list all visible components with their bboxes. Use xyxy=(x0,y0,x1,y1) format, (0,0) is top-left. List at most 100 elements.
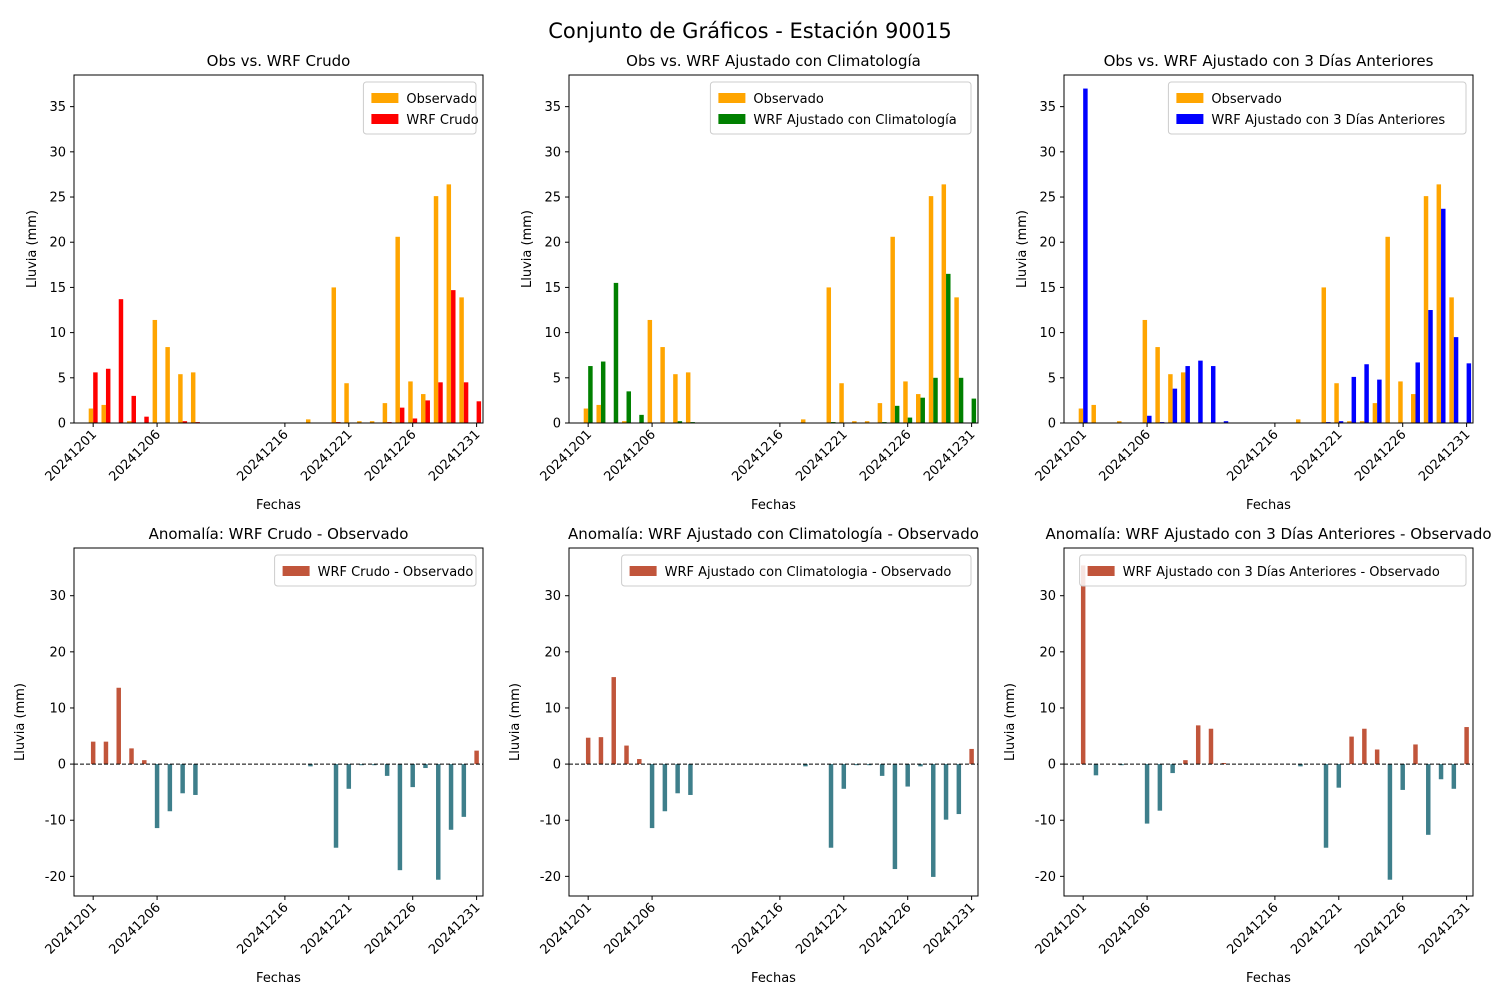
bar-observado xyxy=(88,408,94,423)
y-tick-label: -10 xyxy=(540,814,561,829)
bar-anomaly xyxy=(474,750,479,765)
bar-wrf xyxy=(639,414,644,423)
y-tick-label: 10 xyxy=(49,326,66,341)
bar-anomaly xyxy=(167,764,173,812)
bar-anomaly xyxy=(346,764,352,789)
bar-observado xyxy=(1295,419,1301,423)
x-tick-label: 20241221 xyxy=(1288,427,1345,484)
y-tick-label: 10 xyxy=(49,701,66,716)
axes-frame xyxy=(568,74,979,424)
bar-wrf xyxy=(946,273,951,423)
bar-wrf xyxy=(438,382,443,423)
y-tick-label: 10 xyxy=(1039,701,1056,716)
y-tick-label: 30 xyxy=(544,145,561,160)
chart-panel-5: Anomalía: WRF Ajustado con Climatología … xyxy=(508,525,979,986)
x-tick-label: 20241216 xyxy=(1224,900,1281,957)
bar-anomaly xyxy=(828,764,834,848)
axes-frame xyxy=(73,547,484,897)
chart-title: Obs vs. WRF Ajustado con 3 Días Anterior… xyxy=(1104,52,1434,70)
bar-anomaly xyxy=(1451,764,1457,789)
bar-anomaly xyxy=(1400,764,1405,790)
bar-anomaly xyxy=(649,764,655,829)
bar-observado xyxy=(1385,236,1390,423)
bar-observado xyxy=(1168,374,1173,423)
bar-anomaly xyxy=(867,764,872,766)
bar-wrf xyxy=(412,418,418,423)
y-tick-label: 20 xyxy=(49,645,66,660)
bar-wrf xyxy=(920,397,925,423)
x-tick-label: 20241231 xyxy=(426,427,483,484)
bar-observado xyxy=(1411,394,1416,423)
x-axis-label: Fechas xyxy=(751,971,796,986)
y-tick-label: 35 xyxy=(544,100,561,115)
bar-observado xyxy=(622,421,627,423)
bar-observado xyxy=(1423,196,1429,423)
y-tick-label: 20 xyxy=(1039,236,1056,251)
y-tick-label: 0 xyxy=(1048,758,1056,773)
bar-wrf xyxy=(1415,362,1420,423)
y-tick-label: -20 xyxy=(45,870,66,885)
bar-anomaly xyxy=(1080,565,1086,765)
legend-label: WRF Ajustado con 3 Días Anteriores - Obs… xyxy=(1123,565,1440,580)
bar-observado xyxy=(852,421,857,423)
bar-anomaly xyxy=(892,764,898,870)
bar-anomaly xyxy=(333,764,339,848)
legend-label: Observado xyxy=(1211,92,1282,107)
bar-anomaly xyxy=(841,764,847,789)
bar-observado xyxy=(647,319,653,423)
x-tick-label: 20241216 xyxy=(234,427,291,484)
bar-anomaly xyxy=(905,764,910,787)
bar-observado xyxy=(1078,408,1084,423)
x-tick-label: 20241226 xyxy=(1352,427,1409,484)
bar-anomaly xyxy=(129,748,134,765)
bar-observado xyxy=(1372,403,1378,423)
axes-frame xyxy=(1063,547,1474,897)
y-tick-label: -10 xyxy=(45,814,66,829)
bar-anomaly xyxy=(1464,727,1469,765)
x-axis-label: Fechas xyxy=(751,498,796,513)
bar-observado xyxy=(954,297,959,423)
bar-observado xyxy=(395,236,400,423)
bar-observado xyxy=(877,403,883,423)
bar-anomaly xyxy=(154,764,160,829)
bar-observado xyxy=(127,421,132,423)
y-tick-label: 30 xyxy=(1039,589,1056,604)
bar-anomaly xyxy=(918,764,923,767)
bar-observado xyxy=(1398,381,1403,423)
bar-anomaly xyxy=(1144,764,1150,824)
y-tick-label: 0 xyxy=(553,758,561,773)
bar-wrf xyxy=(894,405,900,423)
y-tick-label: -10 xyxy=(1035,814,1056,829)
bar-wrf xyxy=(677,421,683,423)
bar-anomaly xyxy=(142,760,147,765)
y-axis-label: Lluvia (mm) xyxy=(13,683,28,761)
bar-wrf xyxy=(1172,388,1178,423)
bar-anomaly xyxy=(662,764,668,812)
legend-swatch xyxy=(282,566,310,576)
bar-anomaly xyxy=(397,764,403,871)
bar-observado xyxy=(928,196,934,423)
x-tick-label: 20241206 xyxy=(602,427,659,484)
x-tick-label: 20241221 xyxy=(793,900,850,957)
figure-title: Conjunto de Gráficos - Estación 90015 xyxy=(548,19,952,43)
y-tick-label: 20 xyxy=(49,236,66,251)
legend-label: WRF Ajustado con 3 Días Anteriores xyxy=(1211,113,1445,128)
bar-wrf xyxy=(1351,376,1357,423)
legend-swatch xyxy=(718,93,746,103)
x-tick-label: 20241231 xyxy=(921,427,978,484)
bar-anomaly xyxy=(1208,728,1214,765)
y-tick-label: 20 xyxy=(544,236,561,251)
bar-wrf xyxy=(1185,366,1190,423)
legend: WRF Crudo - Observado xyxy=(274,554,477,587)
bar-anomaly xyxy=(1157,764,1163,811)
legend-label: WRF Ajustado con Climatología xyxy=(753,113,956,128)
legend-swatch xyxy=(1176,114,1204,124)
y-tick-label: 15 xyxy=(544,281,561,296)
bar-observado xyxy=(1155,347,1160,423)
legend-swatch xyxy=(718,114,746,124)
bar-anomaly xyxy=(611,677,616,765)
x-axis-label: Fechas xyxy=(1246,971,1291,986)
bar-anomaly xyxy=(585,737,591,765)
bar-observado xyxy=(178,374,183,423)
